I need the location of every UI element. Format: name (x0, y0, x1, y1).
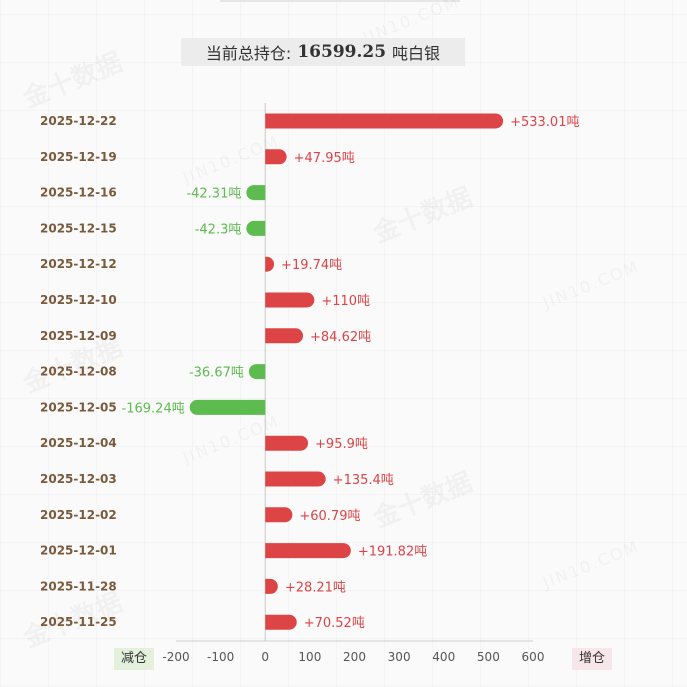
value-label: +110吨 (321, 294, 370, 309)
bar-increase (265, 435, 309, 451)
value-label: +95.9吨 (315, 437, 368, 452)
category-label: 2025-12-03 (40, 472, 117, 486)
x-tick-label: 200 (343, 650, 366, 664)
bar-increase (265, 543, 351, 559)
category-label: 2025-12-04 (40, 436, 117, 450)
value-label: +47.95吨 (294, 151, 355, 166)
bar-increase (265, 507, 293, 523)
bar-increase (265, 256, 275, 272)
x-tick-label: 0 (261, 650, 269, 664)
value-label: -36.67吨 (189, 366, 244, 381)
value-label: -42.3吨 (195, 222, 242, 237)
value-label: +135.4吨 (333, 473, 394, 488)
bar-increase (265, 471, 326, 487)
value-label: +28.21吨 (285, 580, 346, 595)
bar-decrease (246, 185, 266, 201)
bar-increase (265, 614, 297, 630)
value-label: -169.24吨 (122, 401, 185, 416)
bar-increase (265, 149, 287, 165)
bar-decrease (248, 364, 266, 380)
category-label: 2025-12-05 (40, 400, 117, 414)
value-label: +533.01吨 (510, 115, 579, 130)
x-tick-label: 100 (298, 650, 321, 664)
bar-decrease (246, 220, 266, 236)
category-label: 2025-11-25 (40, 615, 117, 629)
category-label: 2025-12-15 (40, 221, 117, 235)
value-label: -42.31吨 (186, 187, 241, 202)
category-label: 2025-12-02 (40, 508, 117, 522)
value-label: +84.62吨 (310, 330, 371, 345)
x-tick-label: 400 (432, 650, 455, 664)
total-position-header: 当前总持仓: 16599.25 吨白银 (181, 38, 465, 66)
value-label: +191.82吨 (358, 545, 427, 560)
legend-decrease: 减仓 (114, 648, 155, 670)
category-label: 2025-12-16 (40, 186, 117, 200)
bar-increase (265, 328, 304, 344)
category-label: 2025-12-12 (40, 257, 117, 271)
category-label: 2025-12-19 (40, 150, 117, 164)
header-label: 当前总持仓: (205, 44, 292, 63)
x-tick-label: -100 (207, 650, 234, 664)
x-tick-label: 300 (388, 650, 411, 664)
category-label: 2025-12-22 (40, 114, 117, 128)
bar-increase (265, 578, 278, 594)
top-divider (220, 0, 460, 2)
bar-increase (265, 292, 315, 308)
value-label: +70.52吨 (304, 616, 365, 631)
bar-increase (265, 113, 504, 129)
header-unit: 吨白银 (392, 44, 441, 63)
value-label: +19.74吨 (281, 258, 342, 273)
x-tick-label: 500 (477, 650, 500, 664)
category-label: 2025-12-01 (40, 544, 117, 558)
category-label: 2025-11-28 (40, 579, 117, 593)
value-label: +60.79吨 (299, 509, 360, 524)
category-label: 2025-12-09 (40, 329, 117, 343)
bar-decrease (189, 399, 266, 415)
x-tick-label: 600 (522, 650, 545, 664)
category-label: 2025-12-08 (40, 365, 117, 379)
category-label: 2025-12-10 (40, 293, 117, 307)
header-value: 16599.25 (297, 42, 387, 62)
legend-increase: 增仓 (572, 648, 613, 670)
x-tick-label: -200 (162, 650, 189, 664)
